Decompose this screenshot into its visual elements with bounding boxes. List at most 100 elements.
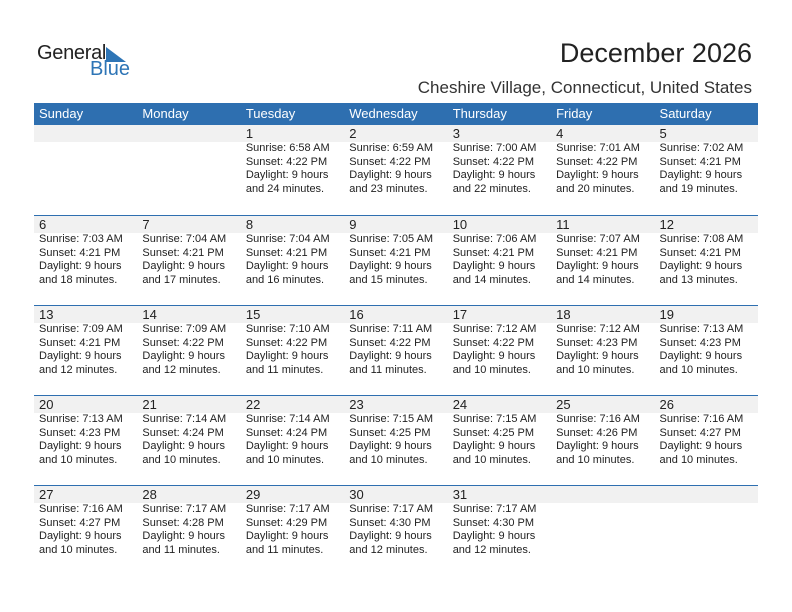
sunrise-text: Sunrise: 7:11 AM [349,323,433,335]
sunrise-text: Sunrise: 7:07 AM [556,233,640,245]
week-row: 6 Sunrise: 7:03 AM Sunset: 4:21 PM Daylight… [34,215,759,305]
day-cell-5: 5 Sunrise: 7:02 AM Sunset: 4:21 PM Daylight… [654,125,759,215]
day-number: 26 [659,397,674,412]
sunrise-text: Sunrise: 7:04 AM [245,233,330,245]
daylight-minutes-text: and 17 minutes. [142,273,221,286]
daylight-text: Daylight: 9 hours [659,350,743,362]
sunset-text: Sunset: 4:23 PM [39,426,121,439]
day-cell-26: 26 Sunrise: 7:16 AM Sunset: 4:27 PM Dayligh… [654,396,759,485]
week-row: 27 Sunrise: 7:16 AM Sunset: 4:27 PM Dayligh… [34,485,759,575]
daylight-minutes-text: and 10 minutes. [556,363,635,376]
sunrise-text: Sunrise: 7:17 AM [349,503,434,515]
day-cell-6: 6 Sunrise: 7:03 AM Sunset: 4:21 PM Daylight… [34,216,138,305]
day-cell-14: 14 Sunrise: 7:09 AM Sunset: 4:22 PM Dayligh… [137,306,242,395]
day-cell-27: 27 Sunrise: 7:16 AM Sunset: 4:27 PM Dayligh… [34,486,138,575]
sunset-text: Sunset: 4:25 PM [349,426,431,439]
sunrise-text: Sunrise: 7:12 AM [556,323,640,335]
daylight-minutes-text: and 10 minutes. [349,453,428,466]
sunset-text: Sunset: 4:22 PM [349,155,431,168]
daylight-text: Daylight: 9 hours [556,350,639,362]
daylight-minutes-text: and 13 minutes. [659,273,738,286]
sunset-text: Sunset: 4:28 PM [142,516,224,529]
day-number: 12 [659,217,674,232]
daylight-minutes-text: and 10 minutes. [659,453,738,466]
daylight-minutes-text: and 16 minutes. [245,273,325,286]
daylight-minutes-text: and 24 minutes. [245,182,325,195]
sunset-text: Sunset: 4:23 PM [556,336,638,349]
sunrise-text: Sunrise: 7:13 AM [39,413,123,425]
day-number: 18 [556,307,571,322]
sunset-text: Sunset: 4:22 PM [556,155,638,168]
sunrise-text: Sunrise: 7:10 AM [245,323,330,335]
sunrise-text: Sunrise: 7:16 AM [39,503,123,515]
daylight-text: Daylight: 9 hours [349,530,432,542]
day-cell-24: 24 Sunrise: 7:15 AM Sunset: 4:25 PM Dayligh… [447,396,552,485]
sunset-text: Sunset: 4:27 PM [659,426,741,439]
sunrise-text: Sunrise: 6:58 AM [245,142,330,154]
daylight-text: Daylight: 9 hours [245,260,329,272]
day-number: 22 [245,397,261,412]
daylight-text: Daylight: 9 hours [452,169,536,181]
day-cell-16: 16 Sunrise: 7:11 AM Sunset: 4:22 PM Dayligh… [344,306,449,395]
daylight-text: Daylight: 9 hours [142,440,225,452]
daylight-text: Daylight: 9 hours [556,440,639,452]
day-number: 30 [349,487,364,502]
day-number: 14 [142,307,157,322]
daylight-text: Daylight: 9 hours [245,350,329,362]
day-number: 5 [659,126,667,141]
sunrise-text: Sunrise: 7:15 AM [349,413,434,425]
day-number: 11 [556,217,570,232]
day-number: 2 [349,126,357,141]
sunrise-text: Sunrise: 7:14 AM [245,413,330,425]
day-cell-12: 12 Sunrise: 7:08 AM Sunset: 4:21 PM Dayligh… [654,216,759,305]
daylight-text: Daylight: 9 hours [452,260,536,272]
daylight-text: Daylight: 9 hours [659,440,743,452]
sunrise-text: Sunrise: 7:17 AM [452,503,537,515]
daylight-text: Daylight: 9 hours [142,350,225,362]
sunrise-text: Sunrise: 7:06 AM [452,233,537,245]
daylight-minutes-text: and 12 minutes. [452,543,531,556]
empty-cell [654,486,759,575]
daylight-text: Daylight: 9 hours [349,440,432,452]
day-number: 8 [245,217,254,232]
sunset-text: Sunset: 4:21 PM [39,336,121,349]
day-cell-31: 31 Sunrise: 7:17 AM Sunset: 4:30 PM Dayligh… [447,486,552,575]
day-number: 27 [39,487,54,502]
daylight-text: Daylight: 9 hours [556,169,639,181]
day-cell-20: 20 Sunrise: 7:13 AM Sunset: 4:23 PM Dayligh… [34,396,138,485]
day-number: 28 [142,487,157,502]
day-cell-13: 13 Sunrise: 7:09 AM Sunset: 4:21 PM Dayligh… [34,306,138,395]
weekday-thursday: Thursday [452,106,507,121]
daylight-text: Daylight: 9 hours [349,260,432,272]
daylight-minutes-text: and 10 minutes. [452,363,531,376]
sunrise-text: Sunrise: 7:01 AM [556,142,640,154]
location-subtitle: Cheshire Village, Connecticut, United St… [417,78,752,97]
daylight-minutes-text: and 22 minutes. [452,182,531,195]
sunrise-text: Sunrise: 7:09 AM [142,323,227,335]
day-cell-22: 22 Sunrise: 7:14 AM Sunset: 4:24 PM Dayligh… [240,396,345,485]
day-cell-8: 8 Sunrise: 7:04 AM Sunset: 4:21 PM Daylight… [240,216,345,305]
day-cell-10: 10 Sunrise: 7:06 AM Sunset: 4:21 PM Dayligh… [447,216,552,305]
daylight-text: Daylight: 9 hours [39,350,122,362]
day-number: 1 [245,126,254,141]
daylight-minutes-text: and 12 minutes. [39,363,118,376]
day-number: 7 [142,217,150,232]
daylight-text: Daylight: 9 hours [245,530,329,542]
sunset-text: Sunset: 4:25 PM [452,426,535,439]
week-row: 13 Sunrise: 7:09 AM Sunset: 4:21 PM Dayligh… [34,305,759,395]
daylight-minutes-text: and 11 minutes. [245,543,324,556]
daylight-text: Daylight: 9 hours [142,530,225,542]
daylight-minutes-text: and 10 minutes. [39,543,118,556]
daylight-minutes-text: and 18 minutes. [39,273,118,286]
daylight-minutes-text: and 10 minutes. [245,453,325,466]
day-number: 16 [349,307,364,322]
day-number: 6 [39,217,47,232]
sunset-text: Sunset: 4:21 PM [659,155,741,168]
sunrise-text: Sunrise: 7:08 AM [659,233,744,245]
sunrise-text: Sunrise: 7:00 AM [452,142,537,154]
day-cell-30: 30 Sunrise: 7:17 AM Sunset: 4:30 PM Dayligh… [344,486,449,575]
day-number: 17 [452,307,468,322]
empty-cell [551,486,655,575]
weekday-header: Sunday Monday Tuesday Wednesday Thursday Frid… [34,103,758,125]
daylight-text: Daylight: 9 hours [39,440,122,452]
